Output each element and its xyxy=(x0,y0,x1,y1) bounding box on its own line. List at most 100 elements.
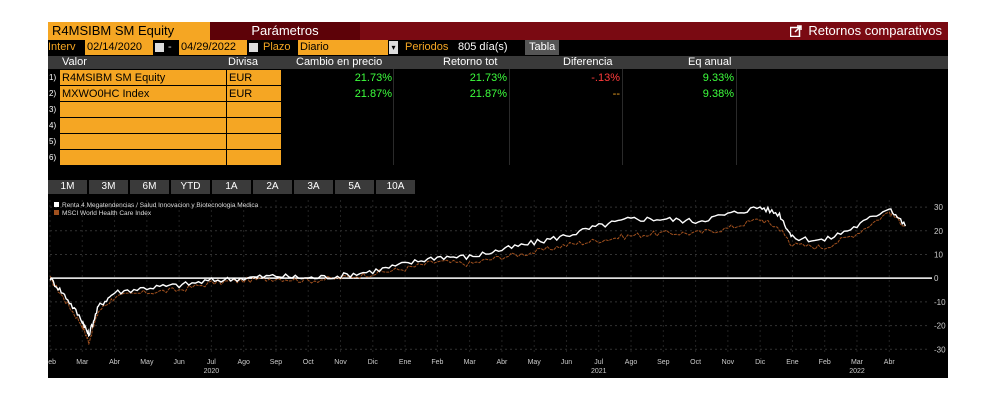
x-tick-label: Jun xyxy=(173,359,184,366)
calendar-icon[interactable] xyxy=(249,43,258,52)
date-separator: - xyxy=(168,41,172,53)
period-button-6m[interactable]: 6M xyxy=(130,180,169,194)
table-row[interactable]: 3) xyxy=(48,102,948,118)
external-link-icon xyxy=(790,25,803,37)
column-header-divisa[interactable]: Divisa xyxy=(228,56,258,68)
legend-label: Renta 4 Megatendencias / Salud Innovacio… xyxy=(62,202,259,209)
total-return-value: 21.87% xyxy=(469,88,507,100)
start-date-input[interactable]: 02/14/2020 xyxy=(85,40,153,55)
x-tick-label: Ago xyxy=(237,359,250,366)
x-tick-label: Jun xyxy=(561,359,572,366)
year-label: 2022 xyxy=(849,368,865,375)
y-tick-label: 10 xyxy=(934,250,943,259)
period-button-1m[interactable]: 1M xyxy=(48,180,87,194)
difference-value: -.13% xyxy=(591,72,620,84)
row-number: 1) xyxy=(49,73,57,82)
parameters-tab[interactable]: Parámetros xyxy=(210,22,360,40)
period-selector: 1M 3M 6M YTD 1A 2A 3A 5A 10A xyxy=(48,180,415,194)
x-tick-label: Sep xyxy=(270,359,283,366)
row-number: 6) xyxy=(49,153,57,162)
column-divider xyxy=(509,69,510,165)
column-header-valor[interactable]: Valor xyxy=(62,56,87,68)
plazo-select[interactable]: Diario xyxy=(298,40,388,55)
x-tick-label: Jul xyxy=(207,359,216,366)
period-button-ytd[interactable]: YTD xyxy=(171,180,210,194)
legend-label: MSCI World Health Care Index xyxy=(62,210,152,217)
column-divider xyxy=(393,69,394,165)
security-name-input[interactable] xyxy=(60,150,226,165)
table-row[interactable]: 5) xyxy=(48,134,948,150)
difference-value: -- xyxy=(612,88,620,100)
x-tick-label: Nov xyxy=(334,359,347,366)
x-tick-label: Feb xyxy=(48,359,56,366)
price-change-value: 21.73% xyxy=(354,72,392,84)
table-row[interactable]: 1) R4MSIBM SM Equity EUR 21.73% 21.73% -… xyxy=(48,70,948,86)
currency-input[interactable] xyxy=(226,134,281,149)
periods-value: 805 día(s) xyxy=(458,41,508,53)
year-label: 2021 xyxy=(591,368,607,375)
x-tick-label: Feb xyxy=(431,359,443,366)
y-tick-label: 0 xyxy=(934,274,939,283)
returns-chart[interactable]: 30 20 10 0 -10 -20 -30 Feb Mar Abr May Jun Jul Ago Sep… xyxy=(48,194,948,378)
table-row[interactable]: 6) xyxy=(48,150,948,166)
period-button-1a[interactable]: 1A xyxy=(212,180,251,194)
table-row[interactable]: 2) MXWO0HC Index EUR 21.87% 21.87% -- 9.… xyxy=(48,86,948,102)
column-divider xyxy=(736,69,737,165)
column-header-price-change[interactable]: Cambio en precio xyxy=(296,56,383,68)
column-header-total-return[interactable]: Retorno tot xyxy=(443,56,498,68)
tabla-button[interactable]: Tabla xyxy=(525,40,560,55)
x-tick-label: Dic xyxy=(368,359,379,366)
currency-input[interactable] xyxy=(226,118,281,133)
x-tick-label: Oct xyxy=(303,359,314,366)
compare-returns-button[interactable]: Retornos comparativos xyxy=(790,22,942,40)
row-number: 3) xyxy=(49,105,57,114)
x-tick-label: Mar xyxy=(851,359,864,366)
column-header-annual-eq[interactable]: Eq anual xyxy=(688,56,732,68)
x-tick-label: Mar xyxy=(76,359,89,366)
security-name-input[interactable]: MXWO0HC Index xyxy=(60,86,226,101)
y-tick-label: 20 xyxy=(934,227,943,236)
y-tick-label: -20 xyxy=(934,322,946,331)
period-button-3m[interactable]: 3M xyxy=(89,180,128,194)
chevron-down-icon[interactable]: ▾ xyxy=(389,41,398,54)
currency-input[interactable]: EUR xyxy=(226,86,281,101)
total-return-value: 21.73% xyxy=(469,72,507,84)
column-header-difference[interactable]: Diferencia xyxy=(563,56,613,68)
calendar-icon[interactable] xyxy=(155,43,164,52)
x-tick-label: Feb xyxy=(819,359,831,366)
series-line xyxy=(49,210,906,345)
period-button-2a[interactable]: 2A xyxy=(253,180,292,194)
year-label: 2020 xyxy=(204,368,220,375)
security-name-input[interactable] xyxy=(60,118,226,133)
x-tick-label: Nov xyxy=(722,359,735,366)
row-number: 5) xyxy=(49,137,57,146)
security-name-input[interactable] xyxy=(60,134,226,149)
currency-input[interactable] xyxy=(226,150,281,165)
table-header: Valor Divisa Cambio en precio Retorno to… xyxy=(48,56,948,69)
plazo-label: Plazo xyxy=(263,41,291,53)
currency-input[interactable]: EUR xyxy=(226,70,281,85)
row-number: 4) xyxy=(49,121,57,130)
period-button-3a[interactable]: 3A xyxy=(294,180,333,194)
x-tick-label: Jul xyxy=(594,359,603,366)
x-tick-label: Abr xyxy=(109,359,121,366)
end-date-input[interactable]: 04/29/2022 xyxy=(179,40,247,55)
currency-input[interactable] xyxy=(226,102,281,117)
period-button-5a[interactable]: 5A xyxy=(335,180,374,194)
security-name-input[interactable] xyxy=(60,102,226,117)
parameters-row: Interv 02/14/2020 - 04/29/2022 Plazo Dia… xyxy=(48,40,948,55)
x-tick-label: Oct xyxy=(690,359,701,366)
x-tick-label: May xyxy=(140,359,154,366)
y-tick-label: -10 xyxy=(934,298,946,307)
chart-background xyxy=(48,194,948,378)
price-change-value: 21.87% xyxy=(354,88,392,100)
table-row[interactable]: 4) xyxy=(48,118,948,134)
x-tick-label: Abr xyxy=(496,359,508,366)
security-name-input[interactable]: R4MSIBM SM Equity xyxy=(60,70,226,85)
x-tick-label: May xyxy=(528,359,542,366)
legend-swatch xyxy=(54,202,59,207)
period-button-10a[interactable]: 10A xyxy=(376,180,415,194)
x-tick-label: Mar xyxy=(464,359,477,366)
x-tick-label: Ene xyxy=(399,359,412,366)
security-ticker-field[interactable]: R4MSIBM SM Equity xyxy=(48,22,210,40)
